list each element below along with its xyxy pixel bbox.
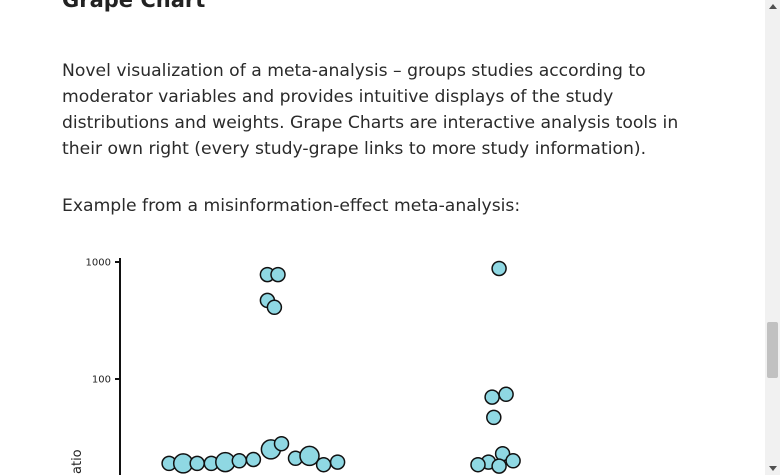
study-grape[interactable] <box>270 266 286 283</box>
vertical-scrollbar[interactable] <box>765 0 780 475</box>
study-grape[interactable] <box>266 299 283 316</box>
example-label: Example from a misinformation-effect met… <box>62 196 521 216</box>
study-grape[interactable] <box>245 451 262 468</box>
scroll-down-arrow-icon[interactable] <box>769 466 777 471</box>
grapes[interactable] <box>161 260 521 474</box>
y-axis: atio <box>70 258 121 475</box>
y-tick-label: 100 <box>92 375 111 386</box>
scroll-up-arrow-icon[interactable] <box>769 4 777 9</box>
study-grape[interactable] <box>231 453 248 469</box>
section-description: Novel visualization of a meta-analysis –… <box>62 61 679 159</box>
study-grape[interactable] <box>505 453 521 469</box>
grape-chart: atio 1000 100 <box>70 258 521 475</box>
study-grape[interactable] <box>329 454 346 470</box>
y-ticks: 1000 100 <box>86 258 120 386</box>
study-grape[interactable] <box>486 409 502 426</box>
study-grape[interactable] <box>498 386 514 403</box>
study-grape[interactable] <box>189 455 205 472</box>
study-grape[interactable] <box>484 389 500 405</box>
study-grape[interactable] <box>491 458 507 474</box>
y-tick-label: 1000 <box>86 258 111 269</box>
study-grape[interactable] <box>491 260 507 277</box>
study-grape[interactable] <box>315 456 332 473</box>
study-grape[interactable] <box>299 445 320 467</box>
scrollbar-thumb[interactable] <box>767 322 778 378</box>
study-grape[interactable] <box>470 456 486 473</box>
section-title: Grape Chart <box>62 0 206 12</box>
y-axis-label: atio <box>70 449 85 474</box>
study-grape[interactable] <box>273 435 290 452</box>
